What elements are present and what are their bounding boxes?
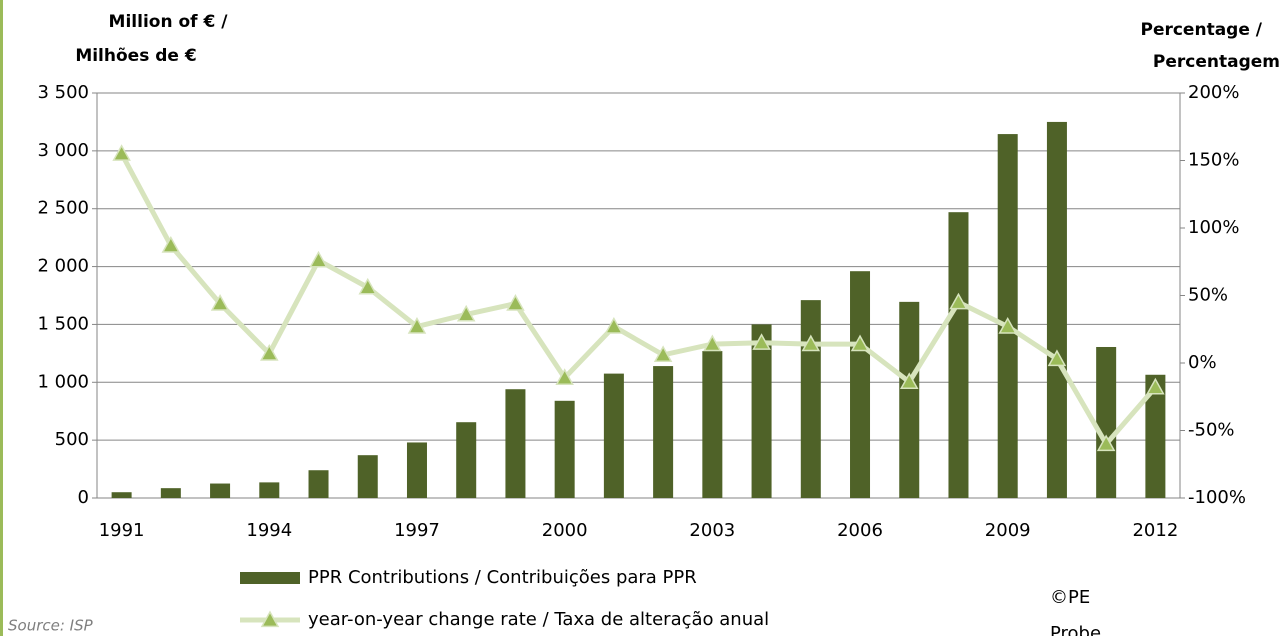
bar (899, 301, 920, 498)
bar (997, 134, 1018, 499)
y-tick-label: 0 (78, 487, 89, 508)
marker (358, 277, 378, 295)
marker (1047, 349, 1067, 367)
bar (357, 455, 378, 498)
marker (456, 304, 476, 322)
y2-tick-label: 100% (1188, 217, 1239, 238)
marker (949, 292, 968, 310)
bar (1096, 346, 1117, 498)
marker (653, 345, 673, 363)
y2-tick-label: 0% (1188, 352, 1217, 373)
bar (554, 400, 575, 498)
y2-tick-label: 200% (1188, 82, 1239, 103)
bar (603, 373, 624, 498)
bar (308, 470, 329, 498)
marker (1096, 434, 1116, 452)
y2-tick-label: -50% (1188, 420, 1235, 441)
marker (555, 368, 574, 385)
y2-axis-label: Percentagem (1153, 52, 1280, 72)
bar (456, 422, 477, 498)
source: Source: ISP (8, 617, 94, 635)
y2-tick-label: -100% (1188, 487, 1246, 508)
x-tick-label: 2012 (1132, 520, 1178, 541)
line (119, 152, 1158, 449)
legend-swatch (240, 572, 300, 584)
bar (1046, 121, 1067, 498)
y2-tick-label: 50% (1188, 285, 1228, 306)
bar (160, 488, 181, 498)
bar (948, 212, 969, 498)
y-tick-label: 2 500 (37, 198, 89, 219)
marker (161, 236, 181, 253)
y2-axis-label: Percentage / (1140, 20, 1262, 40)
marker (998, 317, 1017, 334)
x-tick-label: 2009 (985, 520, 1031, 541)
bar (406, 442, 427, 498)
x-tick-label: 1994 (246, 520, 292, 541)
x-tick-label: 1997 (394, 520, 440, 541)
marker (407, 317, 427, 334)
bar (800, 300, 821, 498)
frame-border (0, 0, 3, 636)
y-tick-label: 1 000 (37, 371, 89, 392)
marker (752, 333, 771, 350)
y-axis-label: Million of € / (109, 12, 229, 32)
y2-tick-label: 150% (1188, 150, 1239, 171)
bar (111, 492, 132, 498)
marker (112, 144, 131, 161)
marker (899, 372, 919, 390)
bar (850, 271, 871, 498)
legend-label: PPR Contributions / Contribuições para P… (308, 567, 697, 588)
x-tick-label: 2006 (837, 520, 883, 541)
marker (1146, 377, 1165, 395)
y-tick-label: 3 000 (37, 140, 89, 161)
marker (260, 344, 279, 361)
y-tick-label: 1 500 (37, 313, 89, 334)
bar (653, 366, 674, 498)
legend-marker (260, 610, 280, 628)
marker (309, 250, 328, 268)
marker (506, 294, 525, 311)
marker (210, 294, 230, 311)
legend-label: year-on-year change rate / Taxa de alter… (308, 609, 769, 630)
bar (1145, 374, 1166, 498)
marker (703, 334, 722, 352)
marker (850, 334, 870, 352)
x-tick-label: 2003 (689, 520, 735, 541)
y-tick-label: 3 500 (37, 82, 89, 103)
marker (604, 317, 624, 334)
y-tick-label: 2 000 (37, 256, 89, 277)
credit: Probe (1050, 623, 1101, 636)
bar (505, 389, 526, 498)
y-axis-label: Milhões de € (75, 46, 196, 66)
bar (210, 483, 231, 498)
credit: ©PE (1050, 587, 1090, 608)
bar (751, 324, 772, 498)
bar (702, 351, 723, 498)
x-tick-label: 2000 (542, 520, 588, 541)
x-tick-label: 1991 (99, 520, 145, 541)
marker (801, 334, 821, 352)
y-tick-label: 500 (55, 429, 89, 450)
bar (259, 482, 280, 498)
